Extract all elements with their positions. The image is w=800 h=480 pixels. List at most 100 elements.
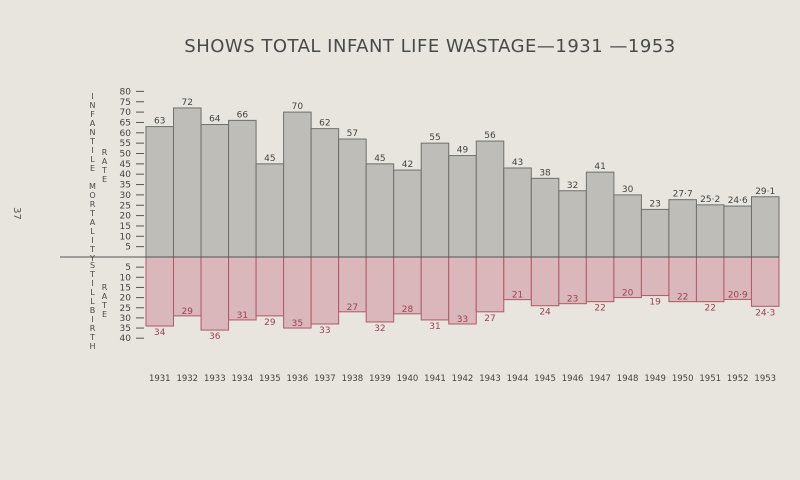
year-tick-label: 1935 [259, 374, 281, 384]
upper-axis-tick-label: 60 [120, 129, 132, 139]
infant-mortality-value-label: 43 [512, 158, 523, 168]
infant-mortality-bar [613, 194, 642, 258]
infant-mortality-bar [420, 142, 450, 258]
infant-mortality-value-label: 62 [319, 119, 330, 129]
year-tick-label: 1952 [727, 374, 749, 384]
infant-mortality-value-label: 30 [622, 185, 634, 195]
lower-axis-tick-label: 5 [125, 263, 131, 273]
year-tick-label: 1946 [562, 374, 584, 384]
infant-mortality-value-label: 56 [484, 131, 496, 141]
stillbirth-value-label: 22 [594, 304, 605, 314]
lower-axis-tick-label: 40 [120, 334, 132, 344]
stillbirth-bar [255, 256, 285, 317]
stillbirth-value-label: 29 [182, 307, 194, 317]
lower-axis-tick-label: 15 [120, 283, 131, 293]
infant-mortality-bar [585, 171, 615, 258]
infant-mortality-bar [310, 128, 340, 258]
lower-axis-tick-label: 10 [120, 273, 132, 283]
infant-mortality-value-label: 45 [374, 154, 385, 164]
stillbirth-value-label: 27 [347, 303, 358, 313]
stillbirth-value-label: 33 [457, 315, 468, 325]
infant-mortality-value-label: 25·2 [700, 195, 720, 205]
stillbirth-axis-label: STILLBIRTH [88, 261, 97, 351]
stillbirth-bar [475, 256, 505, 313]
year-tick-label: 1953 [754, 374, 776, 384]
stillbirth-value-label: 28 [402, 305, 414, 315]
year-tick-label: 1938 [342, 374, 364, 384]
upper-axis-tick-label: 50 [120, 150, 132, 160]
stillbirth-bar [448, 256, 477, 325]
infant-mortality-bar [668, 199, 697, 258]
infant-mortality-bar [283, 111, 312, 258]
infant-mortality-value-label: 29·1 [755, 187, 775, 197]
infant-mortality-value-label: 63 [154, 117, 165, 127]
lower-axis-tick-label: 35 [120, 324, 131, 334]
infant-mortality-bar [695, 204, 725, 258]
upper-axis-tick-label: 75 [120, 98, 131, 108]
upper-axis-tick-label: 65 [120, 118, 131, 128]
infant-mortality-bar [393, 169, 422, 258]
stillbirth-value-label: 29 [264, 318, 276, 328]
infant-mortality-value-label: 49 [457, 146, 469, 156]
infant-mortality-value-label: 64 [209, 115, 221, 125]
upper-axis-tick-label: 5 [125, 243, 131, 253]
lower-axis-tick-label: 30 [120, 314, 132, 324]
year-tick-label: 1932 [176, 374, 198, 384]
infant-mortality-value-label: 66 [237, 110, 249, 120]
upper-axis-tick-label: 70 [120, 108, 132, 118]
year-tick-label: 1943 [479, 374, 501, 384]
infant-mortality-bar [723, 205, 752, 258]
year-tick-label: 1941 [424, 374, 446, 384]
stillbirth-bar [558, 256, 587, 305]
stillbirth-bar [145, 256, 175, 327]
infant-mortality-value-label: 23 [649, 199, 660, 209]
stillbirth-value-label: 27 [484, 314, 495, 324]
year-tick-label: 1939 [369, 374, 391, 384]
stillbirth-bar [365, 256, 395, 323]
infant-mortality-value-label: 42 [402, 160, 413, 170]
year-tick-label: 1931 [149, 374, 171, 384]
stillbirth-rate-label: RATE [100, 283, 109, 319]
stillbirth-bar [750, 256, 780, 307]
year-tick-label: 1950 [672, 374, 694, 384]
upper-axis-tick-label: 10 [120, 232, 132, 242]
upper-axis-tick-label: 80 [120, 87, 132, 97]
infant-mortality-bar [640, 208, 670, 258]
infant-mortality-value-label: 57 [347, 129, 358, 139]
infant-mortality-value-label: 24·6 [728, 196, 748, 206]
stillbirth-value-label: 23 [567, 295, 578, 305]
stillbirth-bar [640, 256, 670, 297]
year-tick-label: 1934 [232, 374, 254, 384]
stillbirth-bar [200, 256, 230, 331]
stillbirth-value-label: 20 [622, 289, 634, 299]
stillbirth-value-label: 31 [429, 322, 440, 332]
infant-mortality-value-label: 70 [292, 102, 304, 112]
stillbirth-value-label: 33 [319, 326, 330, 336]
year-tick-label: 1944 [507, 374, 529, 384]
lower-axis-tick-label: 20 [120, 294, 132, 304]
stillbirth-value-label: 24 [539, 308, 551, 318]
infant-mortality-bar [530, 177, 560, 258]
stillbirth-bar [228, 256, 257, 321]
infant-mortality-value-label: 27·7 [673, 190, 693, 200]
lower-axis-tick-label: 25 [120, 304, 131, 314]
upper-axis-tick-label: 15 [120, 222, 131, 232]
year-tick-label: 1945 [534, 374, 556, 384]
stillbirth-bar [668, 256, 697, 303]
stillbirth-bar [585, 256, 615, 303]
year-tick-label: 1947 [589, 374, 611, 384]
infant-mortality-bar [338, 138, 367, 258]
infant-mortality-bar [503, 167, 532, 258]
stillbirth-value-label: 24·3 [755, 308, 775, 318]
infant-mortality-bar [475, 140, 505, 258]
infant-mortality-rate-label: RATE [100, 148, 109, 184]
chart-title: SHOWS TOTAL INFANT LIFE WASTAGE—1931 —19… [184, 36, 676, 57]
year-tick-label: 1942 [452, 374, 474, 384]
infant-mortality-value-label: 72 [182, 98, 193, 108]
infant-mortality-value-label: 55 [429, 133, 440, 143]
year-tick-label: 1949 [644, 374, 666, 384]
upper-axis-tick-label: 40 [120, 170, 132, 180]
year-tick-label: 1936 [287, 374, 309, 384]
stillbirth-bar [420, 256, 450, 321]
